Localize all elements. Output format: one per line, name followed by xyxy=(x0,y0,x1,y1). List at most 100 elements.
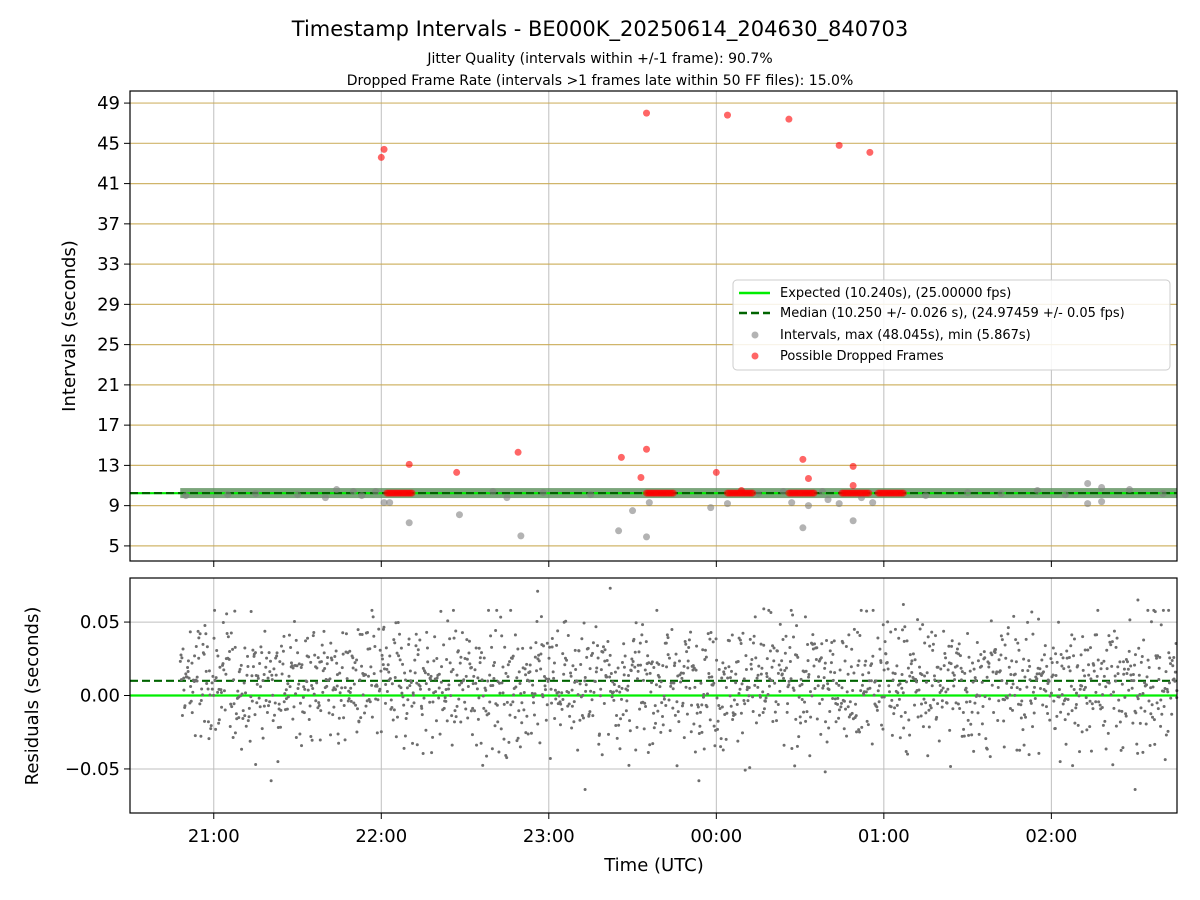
residual-point-191 xyxy=(284,688,288,692)
residual-point-1638 xyxy=(1086,648,1090,652)
residual-point-994 xyxy=(729,704,733,708)
residual-point-1298 xyxy=(897,697,901,701)
residual-point-445 xyxy=(425,630,429,634)
residual-point-845 xyxy=(646,751,650,755)
residual-point-606 xyxy=(514,685,518,689)
residual-point-1689 xyxy=(1114,645,1118,649)
residual-point-1603 xyxy=(1066,712,1070,716)
residual-point-1796 xyxy=(1173,670,1177,674)
residual-point-464 xyxy=(435,676,439,680)
residual-point-746 xyxy=(591,641,595,645)
residual-point-1039 xyxy=(754,656,758,660)
residuals-panel: 0.050.00−0.05 21:00 22:00 23:00 00:00 01:00 0… xyxy=(22,577,1179,876)
residual-point-27 xyxy=(193,734,197,738)
residual-point-396 xyxy=(398,632,402,636)
residual-point-1224 xyxy=(857,728,861,732)
residual-point-98 xyxy=(233,609,237,613)
residual-point-1010 xyxy=(738,687,742,691)
residual-point-1646 xyxy=(1090,702,1094,706)
residual-point-442 xyxy=(423,671,427,675)
residual-point-1276 xyxy=(885,661,889,665)
residual-point-1173 xyxy=(828,649,832,653)
residual-point-235 xyxy=(309,660,313,664)
residual-point-1629 xyxy=(1081,635,1085,639)
residual-point-1558 xyxy=(1042,670,1046,674)
residual-point-590 xyxy=(505,700,509,704)
residual-point-828 xyxy=(637,650,641,654)
residual-point-1683 xyxy=(1111,763,1115,767)
residual-point-1121 xyxy=(799,677,803,681)
residual-point-1433 xyxy=(972,667,976,671)
residual-point-1181 xyxy=(833,671,837,675)
residual-point-455 xyxy=(431,735,435,739)
residual-point-180 xyxy=(278,660,282,664)
residual-point-1316 xyxy=(908,733,912,737)
residual-point-759 xyxy=(599,687,603,691)
residual-point-1054 xyxy=(762,707,766,711)
chart-subtitle-dropped: Dropped Frame Rate (intervals >1 frames … xyxy=(347,73,854,89)
residual-point-936 xyxy=(697,779,701,783)
residual-point-1687 xyxy=(1113,674,1117,678)
residual-point-1655 xyxy=(1095,674,1099,678)
residual-point-468 xyxy=(437,672,441,676)
residual-point-665 xyxy=(547,677,551,681)
residual-point-545 xyxy=(480,678,484,682)
residual-point-87 xyxy=(226,635,230,639)
residual-point-1406 xyxy=(957,642,961,646)
residual-point-1748 xyxy=(1147,699,1151,703)
dropped-point-4 xyxy=(514,448,522,456)
residual-point-642 xyxy=(534,641,538,645)
residual-point-899 xyxy=(676,710,680,714)
residual-point-1617 xyxy=(1074,702,1078,706)
residual-point-1132 xyxy=(806,643,810,647)
legend-dropped-swatch xyxy=(751,352,759,360)
residual-point-338 xyxy=(366,631,370,635)
residual-point-118 xyxy=(244,691,248,695)
residual-point-706 xyxy=(570,726,574,730)
residual-point-1474 xyxy=(995,670,999,674)
interval-point-6 xyxy=(349,488,357,496)
residual-point-295 xyxy=(342,716,346,720)
residual-point-1782 xyxy=(1166,690,1170,694)
residual-point-791 xyxy=(617,723,621,727)
legend-intervals-swatch xyxy=(751,331,759,339)
residual-point-1376 xyxy=(940,699,944,703)
residual-point-1237 xyxy=(864,659,868,663)
residual-point-233 xyxy=(307,717,311,721)
interval-point-11 xyxy=(405,519,413,527)
residual-point-1007 xyxy=(736,659,740,663)
residual-point-1140 xyxy=(810,694,814,698)
residual-point-1305 xyxy=(901,691,905,695)
residual-point-237 xyxy=(310,684,314,688)
residual-point-1072 xyxy=(772,646,776,650)
residual-point-1209 xyxy=(848,700,852,704)
residual-point-1226 xyxy=(858,730,862,734)
residual-point-775 xyxy=(608,675,612,679)
residual-point-617 xyxy=(520,701,524,705)
residual-point-1753 xyxy=(1149,620,1153,624)
residual-point-402 xyxy=(401,695,405,699)
residual-point-1477 xyxy=(997,699,1001,703)
residual-point-796 xyxy=(620,697,624,701)
residual-point-483 xyxy=(446,619,450,623)
residual-point-1451 xyxy=(982,650,986,654)
residual-point-733 xyxy=(584,683,588,687)
residual-point-1768 xyxy=(1158,655,1162,659)
residual-point-1586 xyxy=(1057,695,1061,699)
residual-point-1321 xyxy=(910,659,914,663)
residual-point-1587 xyxy=(1057,687,1061,691)
residual-point-879 xyxy=(665,633,669,637)
residual-point-1087 xyxy=(780,672,784,676)
residual-point-1562 xyxy=(1044,689,1048,693)
residual-extreme-point-8 xyxy=(1133,788,1137,791)
residual-point-120 xyxy=(245,673,249,677)
residual-point-89 xyxy=(228,649,232,653)
residual-point-1585 xyxy=(1057,620,1061,624)
residual-point-100 xyxy=(233,731,237,735)
residual-point-288 xyxy=(338,671,342,675)
residual-point-1293 xyxy=(895,664,899,668)
residual-point-1428 xyxy=(970,733,974,737)
residual-point-755 xyxy=(597,742,601,746)
residual-point-1692 xyxy=(1116,665,1120,669)
